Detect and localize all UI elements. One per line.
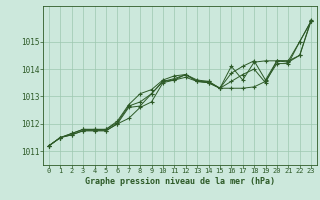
X-axis label: Graphe pression niveau de la mer (hPa): Graphe pression niveau de la mer (hPa): [85, 177, 275, 186]
